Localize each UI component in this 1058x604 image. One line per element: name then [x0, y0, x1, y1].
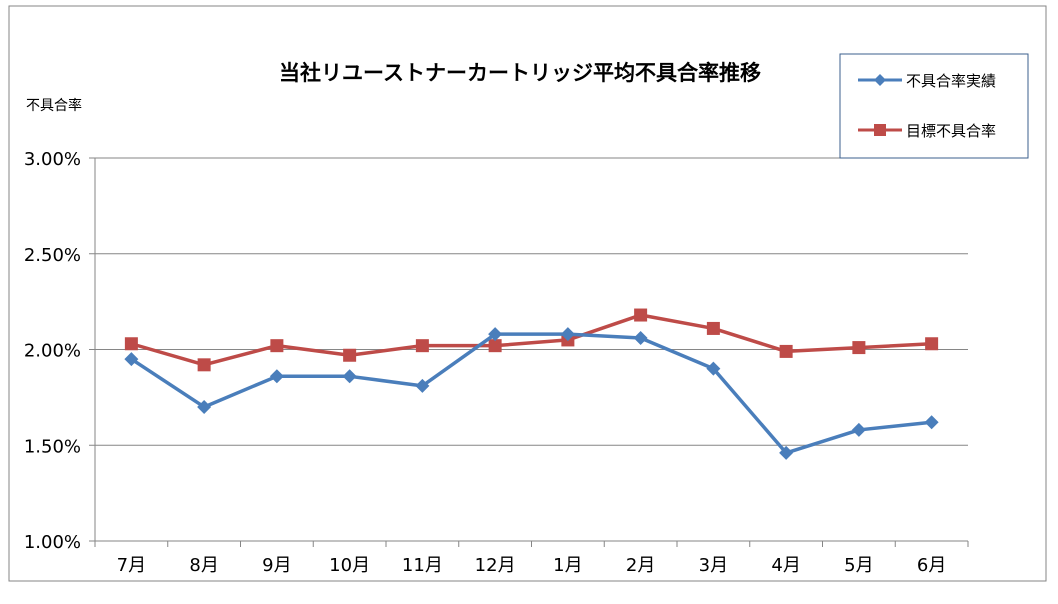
x-tick-label: 5月 — [844, 555, 873, 576]
y-tick-label: 1.50% — [24, 436, 81, 457]
data-point-diamond — [924, 415, 939, 430]
data-point-square — [197, 358, 211, 372]
chart-title: 当社リユーストナーカートリッジ平均不具合率推移 — [279, 61, 761, 85]
series-line — [130, 313, 932, 367]
legend: 不具合率実績 目標不具合率 — [839, 53, 1029, 159]
x-tick-label: 6月 — [917, 555, 946, 576]
legend-marker-actual — [874, 74, 886, 86]
x-tick-label: 9月 — [262, 555, 291, 576]
x-tick-label: 1月 — [553, 555, 582, 576]
x-tick-label: 4月 — [771, 555, 800, 576]
data-point-diamond — [706, 361, 721, 376]
data-point-diamond — [851, 422, 866, 437]
data-point-diamond — [488, 327, 503, 342]
data-point-square — [852, 341, 866, 355]
data-point-square — [925, 337, 939, 351]
x-tick-label: 7月 — [117, 555, 146, 576]
series-layer — [124, 308, 939, 460]
y-tick-label: 1.00% — [24, 532, 81, 553]
data-point-diamond — [779, 445, 794, 460]
legend-marker-target — [874, 124, 886, 136]
data-point-diamond — [269, 369, 284, 384]
series-line — [130, 332, 932, 455]
data-point-diamond — [197, 399, 212, 414]
data-point-square — [488, 339, 502, 353]
data-point-square — [634, 308, 648, 322]
y-tick-label: 3.00% — [24, 149, 81, 170]
x-tick-label: 3月 — [699, 555, 728, 576]
x-tick-label: 11月 — [402, 555, 443, 576]
axis-layer: 1.00% 1.50% 2.00% 2.50% 3.00% 7月 8月 9月 10月 11月 12月… — [24, 149, 969, 576]
y-tick-label: 2.50% — [24, 245, 81, 266]
data-point-diamond — [560, 327, 575, 342]
y-tick-label: 2.00% — [24, 341, 81, 362]
data-point-square — [343, 348, 357, 362]
data-point-square — [270, 339, 284, 353]
legend-box — [839, 53, 1029, 159]
data-point-square — [779, 344, 793, 358]
y-axis-label: 不具合率 — [26, 97, 82, 114]
x-tick-label: 8月 — [189, 555, 218, 576]
data-point-diamond — [342, 369, 357, 384]
x-tick-label: 10月 — [329, 555, 370, 576]
legend-label-actual: 不具合率実績 — [906, 72, 996, 90]
data-point-diamond — [633, 331, 648, 346]
data-point-diamond — [124, 352, 139, 367]
x-tick-label: 2月 — [626, 555, 655, 576]
data-point-square — [415, 339, 429, 353]
x-tick-label: 12月 — [475, 555, 516, 576]
data-point-square — [124, 337, 138, 351]
legend-label-target: 目標不具合率 — [906, 122, 996, 140]
data-point-square — [706, 321, 720, 335]
data-point-diamond — [415, 378, 430, 393]
